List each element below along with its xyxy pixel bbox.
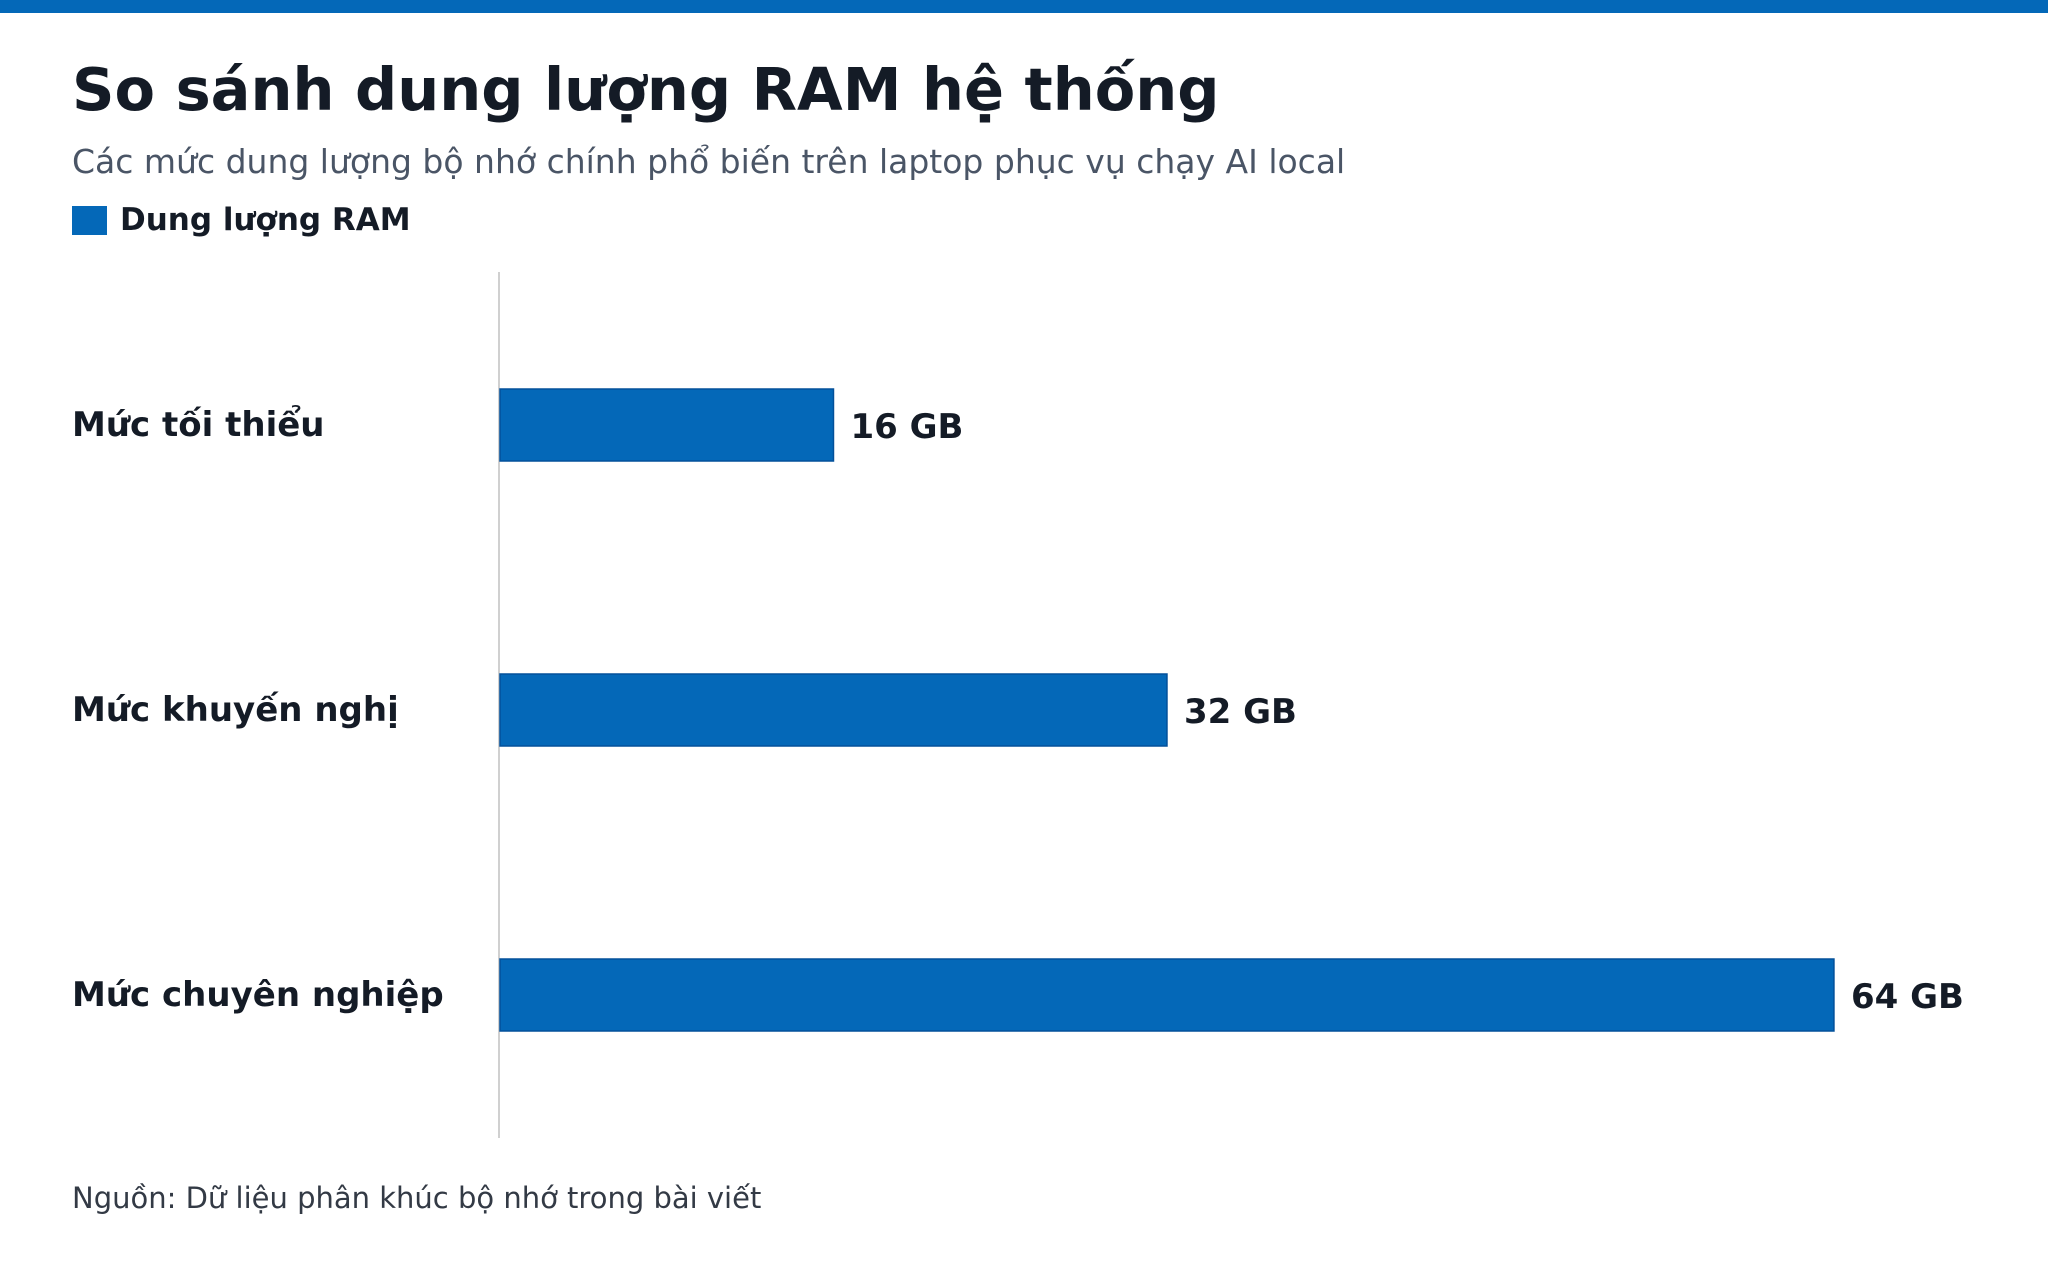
- chart-subtitle: Các mức dung lượng bộ nhớ chính phổ biến…: [72, 142, 1346, 181]
- source-note: Nguồn: Dữ liệu phân khúc bộ nhớ trong bà…: [72, 1181, 762, 1215]
- legend: Dung lượng RAM: [72, 198, 411, 242]
- value-label: 16 GB: [850, 407, 963, 447]
- bars-group: Mức tối thiểu 16 GB Mức khuyến nghị 32 GB Mứ…: [72, 388, 1964, 1032]
- value-label: 32 GB: [1184, 692, 1297, 732]
- bar: [499, 388, 835, 462]
- chart-title: So sánh dung lượng RAM hệ thống: [72, 55, 1220, 124]
- category-label: Mức chuyên nghiệp: [72, 975, 444, 1015]
- legend-swatch: [72, 205, 107, 235]
- legend-label: Dung lượng RAM: [120, 202, 411, 238]
- bar-chart: Mức tối thiểu 16 GB Mức khuyến nghị 32 GB Mứ…: [72, 272, 1964, 1138]
- category-label: Mức tối thiểu: [72, 404, 325, 445]
- category-label: Mức khuyến nghị: [72, 690, 399, 730]
- bar: [499, 673, 1168, 747]
- value-label: 64 GB: [1851, 977, 1964, 1017]
- top-accent-bar: [0, 0, 2048, 13]
- bar: [499, 958, 1835, 1032]
